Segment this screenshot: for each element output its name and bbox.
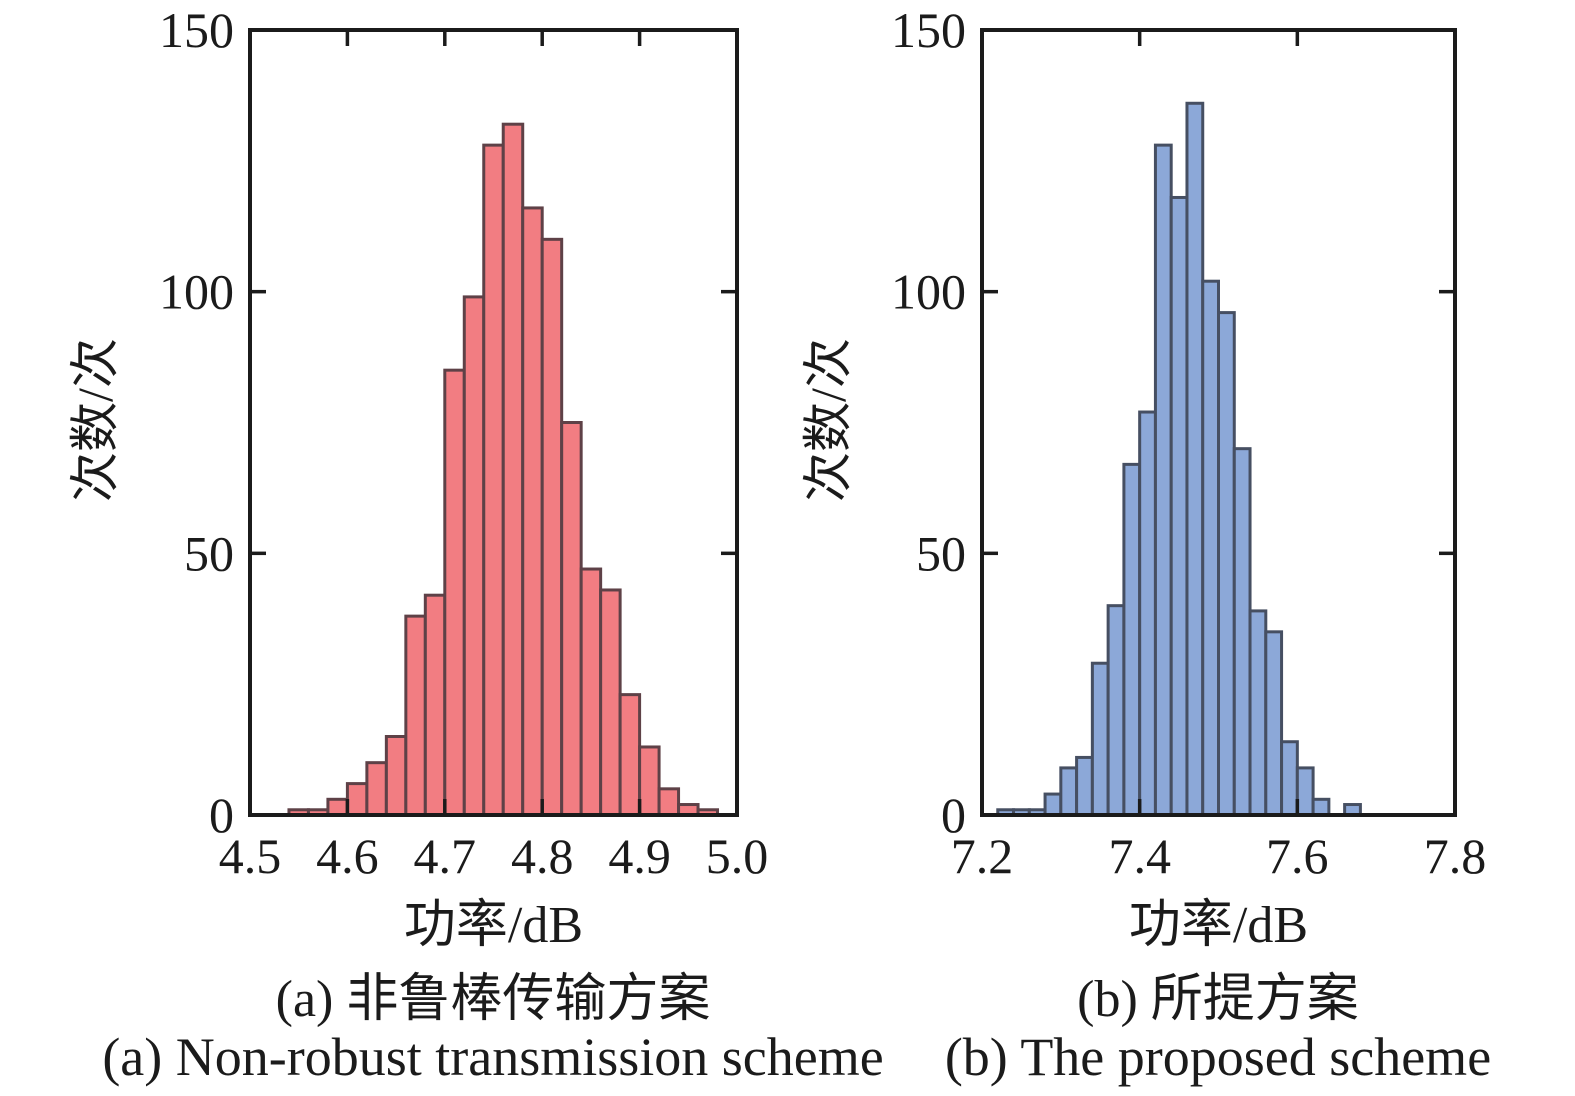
y-tick-label: 50 bbox=[184, 525, 234, 581]
x-axis-title-b: 功率/dB bbox=[1128, 897, 1309, 954]
bar bbox=[1248, 609, 1268, 817]
bar bbox=[599, 588, 622, 817]
bar bbox=[326, 797, 349, 817]
x-tick-label: 4.7 bbox=[414, 828, 477, 880]
y-tick-label: 100 bbox=[891, 264, 966, 320]
panel-b: 次数/次 7.2 7.4 7.6 7.8 0 50 100 150 功率/dB (b) 所提方… bbox=[790, 0, 1575, 1096]
bar bbox=[462, 295, 486, 817]
bar bbox=[365, 761, 388, 817]
bar bbox=[1311, 797, 1331, 817]
caption-zh-b: (b) 所提方案 bbox=[1077, 971, 1359, 1028]
bar bbox=[1201, 279, 1221, 817]
y-tick-label: 0 bbox=[209, 787, 234, 843]
panel-a: 次数/次 4.5 4.6 4.7 4.8 4.9 5.0 0 50 100 150 功率/dB (… bbox=[67, 2, 884, 1087]
bar bbox=[1169, 195, 1189, 817]
bar bbox=[657, 787, 681, 817]
tick-marks bbox=[982, 30, 1455, 815]
x-tick-label: 4.5 bbox=[219, 828, 282, 880]
y-tick-label: 100 bbox=[159, 264, 234, 320]
histogram-a: 4.5 4.6 4.7 4.8 4.9 5.0 0 50 100 150 bbox=[159, 2, 769, 880]
bar bbox=[1122, 462, 1142, 817]
x-tick-label: 4.8 bbox=[511, 828, 574, 880]
bar bbox=[1232, 447, 1252, 817]
bar bbox=[1280, 740, 1299, 817]
histogram-b: 7.2 7.4 7.6 7.8 0 50 100 150 bbox=[891, 2, 1487, 880]
bar bbox=[384, 735, 408, 817]
x-tick-label: 7.4 bbox=[1108, 828, 1171, 880]
bar bbox=[1264, 630, 1284, 817]
y-tick-labels: 0 50 100 150 bbox=[159, 2, 234, 843]
plot-box bbox=[980, 28, 1457, 817]
bar bbox=[404, 614, 427, 817]
bar bbox=[1138, 410, 1157, 817]
bar bbox=[482, 143, 505, 817]
bar bbox=[1090, 661, 1110, 817]
plot-box bbox=[248, 28, 739, 817]
bar bbox=[618, 693, 642, 817]
bar bbox=[1217, 311, 1236, 817]
x-tick-labels: 7.2 7.4 7.6 7.8 bbox=[951, 828, 1487, 880]
x-tick-label: 7.2 bbox=[951, 828, 1014, 880]
bar bbox=[560, 421, 583, 817]
x-tick-label: 4.9 bbox=[608, 828, 671, 880]
x-axis-title-a: 功率/dB bbox=[403, 897, 584, 954]
y-tick-label: 50 bbox=[916, 525, 966, 581]
x-tick-label: 7.8 bbox=[1424, 828, 1487, 880]
caption-zh-a: (a) 非鲁棒传输方案 bbox=[275, 971, 711, 1028]
caption-en-b: (b) The proposed scheme bbox=[944, 1027, 1492, 1087]
caption-en-a: (a) Non-robust transmission scheme bbox=[102, 1027, 884, 1087]
x-tick-label: 4.6 bbox=[316, 828, 379, 880]
x-tick-labels: 4.5 4.6 4.7 4.8 4.9 5.0 bbox=[219, 828, 769, 880]
bar bbox=[521, 206, 544, 817]
bar bbox=[579, 567, 603, 817]
bar bbox=[540, 237, 564, 817]
bar bbox=[1153, 143, 1173, 817]
bar bbox=[1059, 766, 1079, 817]
y-tick-labels: 0 50 100 150 bbox=[891, 2, 966, 843]
bars bbox=[287, 122, 720, 817]
bar bbox=[1075, 755, 1094, 817]
bar bbox=[501, 122, 525, 817]
bar bbox=[1106, 604, 1126, 817]
y-tick-label: 150 bbox=[159, 2, 234, 58]
tick-marks bbox=[250, 30, 737, 815]
bars bbox=[996, 101, 1362, 817]
bar bbox=[423, 593, 447, 817]
bar bbox=[638, 745, 661, 817]
bar bbox=[443, 368, 466, 817]
bar bbox=[345, 782, 369, 817]
y-tick-label: 0 bbox=[941, 787, 966, 843]
x-tick-label: 5.0 bbox=[706, 828, 769, 880]
bar bbox=[1185, 101, 1205, 817]
bar bbox=[1295, 766, 1315, 817]
y-tick-label: 150 bbox=[891, 2, 966, 58]
bar bbox=[1043, 792, 1063, 817]
x-tick-label: 7.6 bbox=[1266, 828, 1329, 880]
